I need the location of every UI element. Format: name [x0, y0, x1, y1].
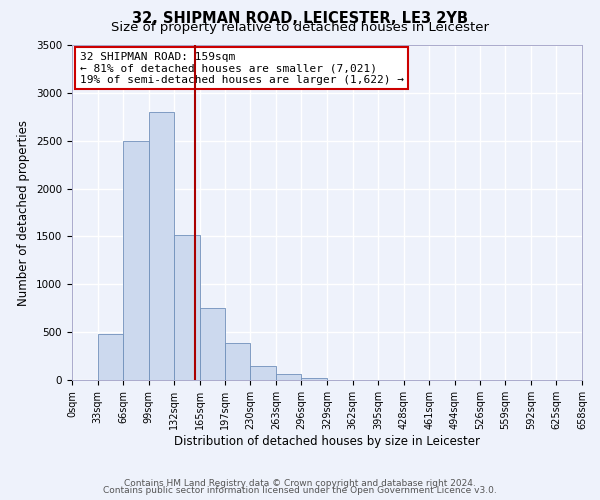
X-axis label: Distribution of detached houses by size in Leicester: Distribution of detached houses by size … — [174, 434, 480, 448]
Text: Contains HM Land Registry data © Crown copyright and database right 2024.: Contains HM Land Registry data © Crown c… — [124, 478, 476, 488]
Bar — [250, 366, 276, 380]
Text: 32, SHIPMAN ROAD, LEICESTER, LE3 2YB: 32, SHIPMAN ROAD, LEICESTER, LE3 2YB — [132, 11, 468, 26]
Bar — [224, 342, 250, 380]
Bar — [123, 140, 149, 380]
Bar — [276, 374, 301, 380]
Y-axis label: Number of detached properties: Number of detached properties — [17, 120, 31, 306]
Text: 32 SHIPMAN ROAD: 159sqm
← 81% of detached houses are smaller (7,021)
19% of semi: 32 SHIPMAN ROAD: 159sqm ← 81% of detache… — [80, 52, 404, 85]
Text: Contains public sector information licensed under the Open Government Licence v3: Contains public sector information licen… — [103, 486, 497, 495]
Bar — [200, 308, 224, 380]
Text: Size of property relative to detached houses in Leicester: Size of property relative to detached ho… — [111, 22, 489, 35]
Bar — [149, 112, 175, 380]
Bar — [98, 334, 123, 380]
Bar — [301, 378, 327, 380]
Bar — [175, 234, 200, 380]
